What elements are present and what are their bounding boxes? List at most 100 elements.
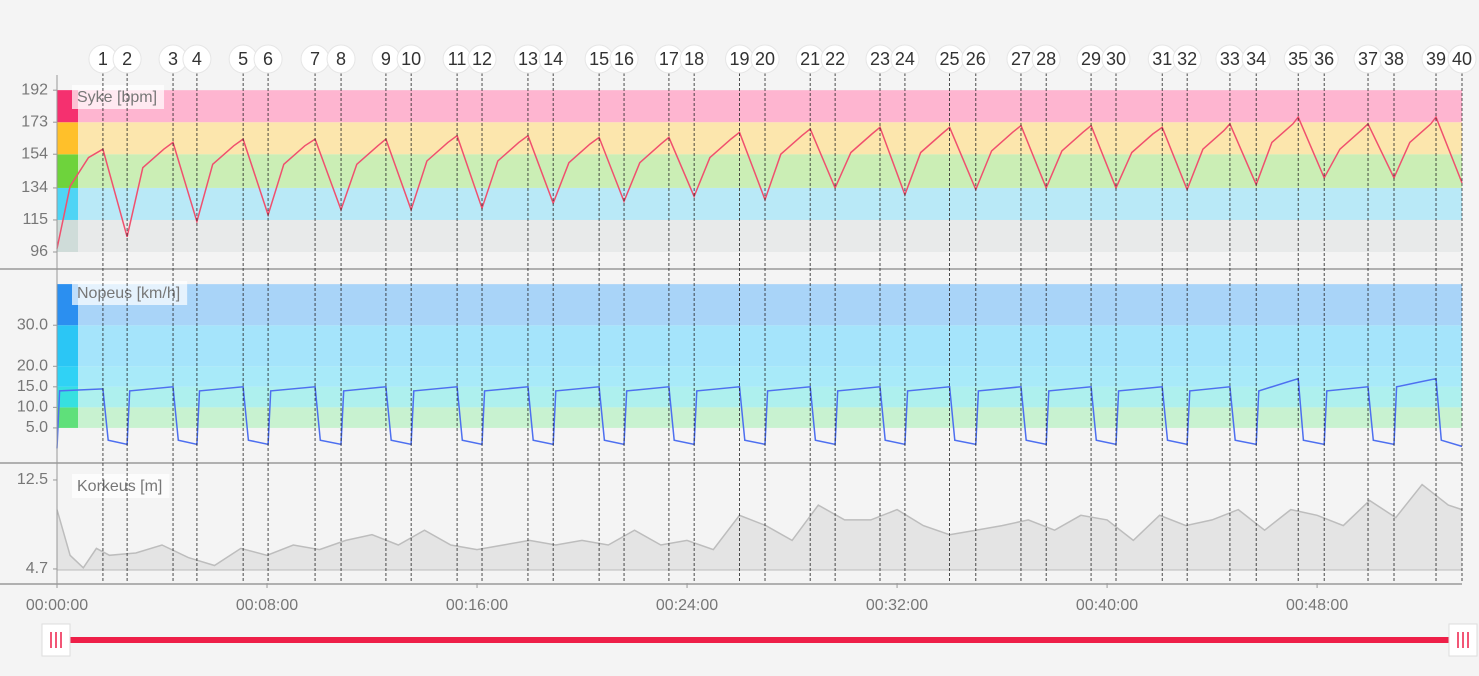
lap-label: 39 [1426,49,1446,69]
lap-badge [679,44,709,74]
lap-label: 8 [336,49,346,69]
lap-marker: 12 [467,44,497,74]
time-range-slider[interactable] [41,623,1478,657]
panel-label-bg [72,474,170,498]
lap-marker: 8 [326,44,356,74]
lap-label: 21 [800,49,820,69]
lap-label: 30 [1106,49,1126,69]
lap-marker: 19 [725,44,755,74]
zone-band [57,325,1462,367]
lap-marker: 35 [1283,44,1313,74]
lap-marker: 36 [1309,44,1339,74]
lap-label: 23 [870,49,890,69]
lap-label: 20 [755,49,775,69]
lap-label: 22 [825,49,845,69]
panel-label: Nopeus [km/h] [77,285,180,302]
lap-marker: 30 [1101,44,1131,74]
zone-swatch [57,154,78,188]
zone-band [57,284,1462,326]
lap-badge [326,44,356,74]
lap-label: 7 [310,49,320,69]
lap-label: 34 [1246,49,1266,69]
zone-band [57,154,1462,188]
lap-label: 5 [238,49,248,69]
x-tick-label: 00:24:00 [656,597,718,614]
zone-swatch [57,325,78,367]
lap-label: 15 [589,49,609,69]
lap-marker: 17 [654,44,684,74]
lap-badge [182,44,212,74]
y-tick-label: 96 [30,243,48,260]
lap-badge [112,44,142,74]
lap-label: 9 [381,49,391,69]
y-tick-label: 115 [22,211,48,228]
lap-label: 35 [1288,49,1308,69]
lap-marker: 15 [584,44,614,74]
zone-band [57,407,1462,428]
x-tick-label: 00:32:00 [866,597,928,614]
lap-badge [538,44,568,74]
lap-marker: 37 [1353,44,1383,74]
lap-label: 31 [1152,49,1172,69]
lap-label: 13 [518,49,538,69]
lap-marker: 34 [1241,44,1271,74]
lap-marker: 31 [1147,44,1177,74]
y-tick-label: 20.0 [17,358,48,375]
panel-label-bg [72,85,165,109]
range-handle-left[interactable] [41,623,71,657]
zone-band [57,366,1462,387]
lap-marker: 11 [442,44,472,74]
lap-marker: 4 [182,44,212,74]
area-fill [57,484,1462,570]
lap-label: 19 [730,49,750,69]
lap-marker: 13 [513,44,543,74]
lap-badge [1031,44,1061,74]
handle-grip [1457,632,1469,648]
zone-swatch [57,219,78,252]
y-tick-label: 192 [21,81,48,98]
y-tick-label: 154 [21,145,48,162]
y-tick-label: 134 [21,179,48,196]
lap-label: 14 [543,49,563,69]
lap-marker: 24 [890,44,920,74]
lap-marker: 32 [1172,44,1202,74]
lap-label: 36 [1314,49,1334,69]
lap-badge [750,44,780,74]
lap-badge [1172,44,1202,74]
y-tick-label: 15.0 [17,378,48,395]
panel-label: Syke [bpm] [77,89,157,106]
lap-label: 4 [192,49,202,69]
y-tick-label: 5.0 [26,419,48,436]
lap-label: 28 [1036,49,1056,69]
lap-badge [1447,44,1477,74]
lap-label: 12 [472,49,492,69]
lap-badge [1379,44,1409,74]
lap-label: 6 [263,49,273,69]
lap-badge [396,44,426,74]
lap-label: 33 [1220,49,1240,69]
panel-label-bg [72,281,188,305]
lap-label: 3 [168,49,178,69]
lap-label: 1 [98,49,108,69]
lap-marker: 33 [1215,44,1245,74]
lap-badge [1241,44,1271,74]
lap-label: 38 [1384,49,1404,69]
range-handle-right[interactable] [1448,623,1478,657]
lap-badge [609,44,639,74]
lap-badge [1101,44,1131,74]
lap-marker: 3 [158,44,188,74]
lap-marker: 10 [396,44,426,74]
lap-label: 16 [614,49,634,69]
lap-marker: 2 [112,44,142,74]
lap-marker: 9 [371,44,401,74]
handle-grip [50,632,62,648]
lap-label: 17 [659,49,679,69]
lap-label: 18 [684,49,704,69]
y-tick-label: 173 [21,113,48,130]
zone-swatch [57,366,78,387]
lap-badge [467,44,497,74]
lap-label: 40 [1452,49,1472,69]
x-tick-label: 00:40:00 [1076,597,1138,614]
zone-band [57,187,1462,220]
